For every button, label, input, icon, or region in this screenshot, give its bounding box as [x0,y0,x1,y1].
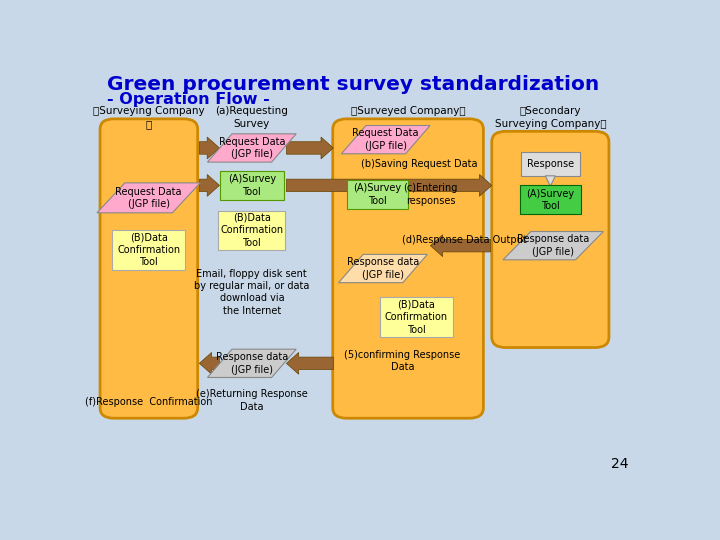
Text: (A)Survey
Tool: (A)Survey Tool [354,183,402,206]
Text: Email, floppy disk sent
by regular mail, or data
download via
the Internet: Email, floppy disk sent by regular mail,… [194,268,310,316]
Text: 《Surveying Company
》: 《Surveying Company 》 [93,106,204,129]
Text: (d)Response Data Output: (d)Response Data Output [402,235,527,245]
FancyBboxPatch shape [380,298,453,337]
Text: 24: 24 [611,457,629,471]
Polygon shape [338,254,427,282]
FancyArrow shape [199,137,220,159]
FancyBboxPatch shape [218,211,285,250]
Text: Request Data
(JGP file): Request Data (JGP file) [115,187,182,209]
Text: 《Surveyed Company》: 《Surveyed Company》 [351,106,465,117]
Text: Response data
(JGP file): Response data (JGP file) [517,234,589,257]
Polygon shape [545,176,555,186]
FancyBboxPatch shape [220,171,284,200]
FancyArrow shape [287,137,333,159]
Text: (b)Saving Request Data: (b)Saving Request Data [361,159,477,169]
Text: Request Data
(JGP file): Request Data (JGP file) [353,129,419,151]
FancyBboxPatch shape [346,180,408,209]
Text: (A)Survey
Tool: (A)Survey Tool [228,174,276,197]
FancyBboxPatch shape [492,131,609,348]
Polygon shape [207,134,296,162]
FancyBboxPatch shape [521,152,580,176]
FancyBboxPatch shape [112,230,185,269]
Text: Response data
(JGP file): Response data (JGP file) [216,352,288,375]
FancyArrow shape [287,353,333,374]
Text: Green procurement survey standardization: Green procurement survey standardization [107,75,599,94]
FancyBboxPatch shape [333,119,483,418]
Text: (e)Returning Response
Data: (e)Returning Response Data [196,389,307,411]
Text: (B)Data
Confirmation
Tool: (B)Data Confirmation Tool [385,300,448,335]
Polygon shape [97,183,200,213]
Text: Response: Response [527,159,574,169]
Text: Request Data
(JGP file): Request Data (JGP file) [219,137,285,159]
FancyBboxPatch shape [100,119,198,418]
Text: (a)Requesting
Survey: (a)Requesting Survey [215,106,288,129]
Polygon shape [341,125,430,154]
Text: (5)confirming Response
Data: (5)confirming Response Data [344,349,461,372]
Text: 《Secondary
Surveying Company》: 《Secondary Surveying Company》 [495,106,606,129]
Polygon shape [503,232,603,260]
Polygon shape [207,349,296,377]
FancyArrow shape [199,353,220,374]
FancyArrow shape [199,174,220,197]
FancyArrow shape [431,235,490,256]
Text: (B)Data
Confirmation
Tool: (B)Data Confirmation Tool [117,232,180,267]
FancyBboxPatch shape [520,185,581,214]
Text: (f)Response  Confirmation: (f)Response Confirmation [85,397,212,407]
Text: Response data
(JGP file): Response data (JGP file) [347,258,419,280]
Text: - Operation Flow -: - Operation Flow - [107,92,269,107]
Text: (A)Survey
Tool: (A)Survey Tool [526,189,575,211]
Text: (B)Data
Confirmation
Tool: (B)Data Confirmation Tool [220,213,284,248]
FancyArrow shape [287,174,492,197]
Text: (c)Entering
responses: (c)Entering responses [403,183,458,206]
